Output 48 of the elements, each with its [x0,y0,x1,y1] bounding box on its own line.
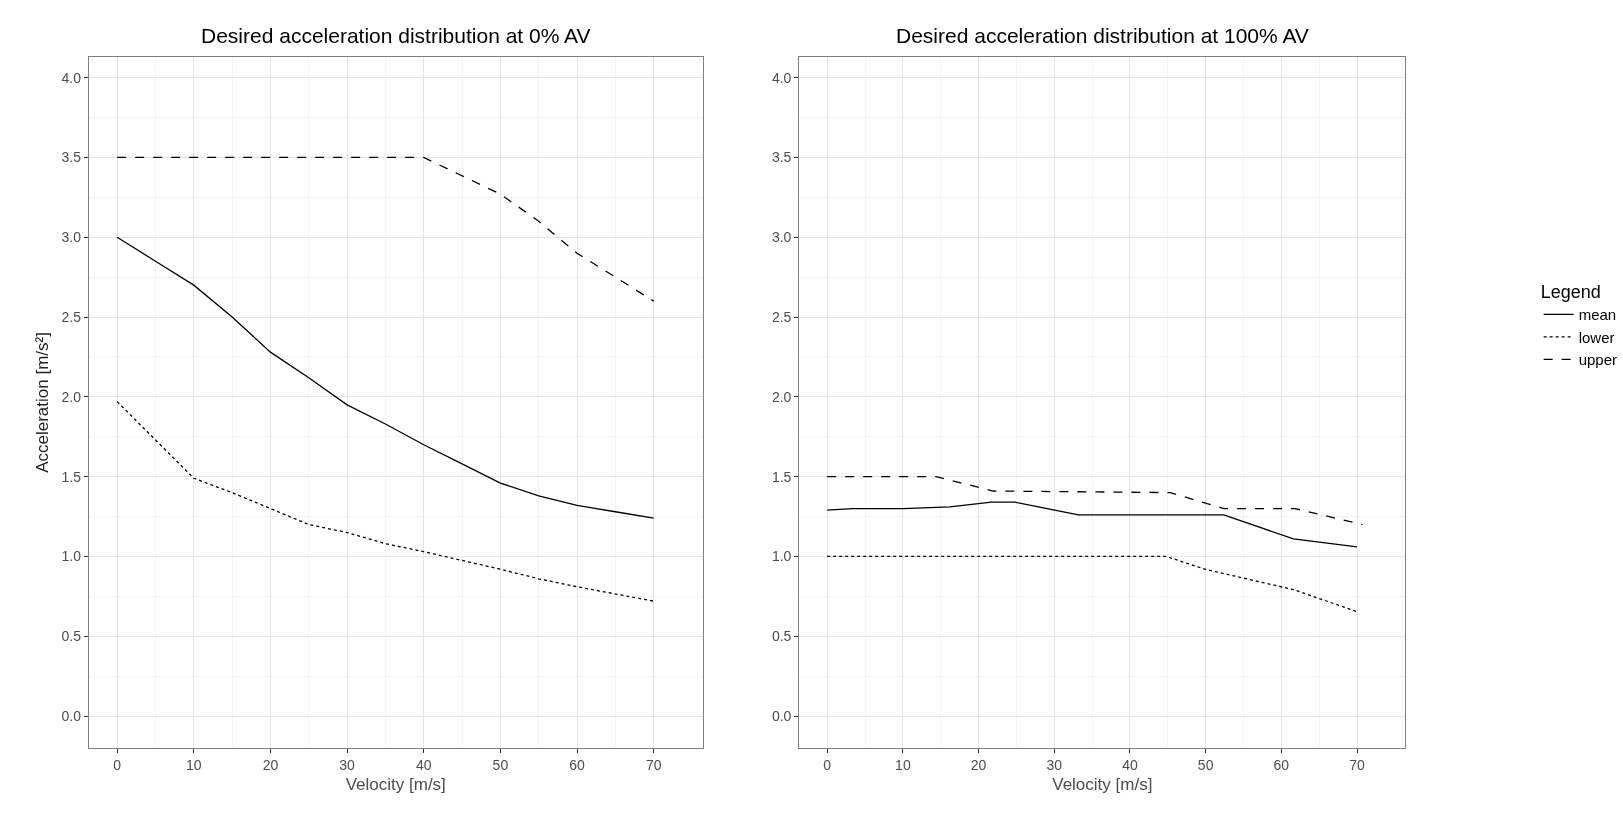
x-tick-label: 0 [113,756,122,773]
y-tick-label: 3.0 [61,229,82,246]
y-tick-label: 3.0 [771,229,792,246]
y-tick-label: 2.0 [771,388,792,405]
x-tick-label: 10 [186,756,202,773]
y-tick-label: 2.0 [61,388,82,405]
x-tick-label: 30 [339,756,356,773]
x-tick-label: 0 [823,756,832,773]
x-tick-label: 50 [1197,756,1214,773]
y-tick-label: 0.5 [61,628,82,645]
x-tick-label: 60 [1273,756,1290,773]
x-tick-label: 40 [1122,756,1138,773]
legend-label: upper [1578,351,1618,369]
legend-label: mean [1578,306,1617,324]
x-axis-title: Velocity [m/s] [345,775,446,795]
y-tick-label: 4.0 [61,69,82,86]
y-tick-label: 0.0 [61,707,82,724]
y-tick-label: 1.0 [771,548,792,565]
line-series [116,400,655,602]
chart-title: Desired acceleration distribution at 0% AV [201,24,591,47]
x-tick-label: 40 [415,756,432,773]
line-series [116,236,655,519]
y-tick-label: 0.0 [771,707,792,724]
line-series [826,501,1358,548]
x-tick-label: 70 [1349,756,1366,773]
y-tick-label: 3.5 [61,149,82,166]
x-tick-label: 60 [569,756,586,773]
x-tick-label: 10 [895,756,911,773]
x-tick-label: 50 [492,756,509,773]
x-tick-label: 20 [970,756,987,773]
chart-title: Desired acceleration distribution at 100% AV [896,24,1309,47]
y-tick-label: 0.5 [771,628,792,645]
x-axis-title: Velocity [m/s] [1052,775,1153,795]
y-tick-label: 1.0 [61,548,82,565]
y-axis-title: Acceleration [m/s²] [33,332,53,473]
y-tick-label: 1.5 [61,468,82,485]
x-tick-label: 20 [262,756,279,773]
x-tick-label: 70 [645,756,662,773]
legend-title: Legend [1540,282,1601,303]
y-tick-label: 2.5 [61,308,82,325]
y-tick-label: 3.5 [771,149,792,166]
x-tick-label: 30 [1046,756,1063,773]
y-tick-label: 2.5 [771,308,792,325]
line-series [116,156,655,302]
legend-label: lower [1578,328,1615,346]
y-tick-label: 4.0 [771,69,792,86]
y-tick-label: 1.5 [771,468,792,485]
line-series [826,476,1363,526]
